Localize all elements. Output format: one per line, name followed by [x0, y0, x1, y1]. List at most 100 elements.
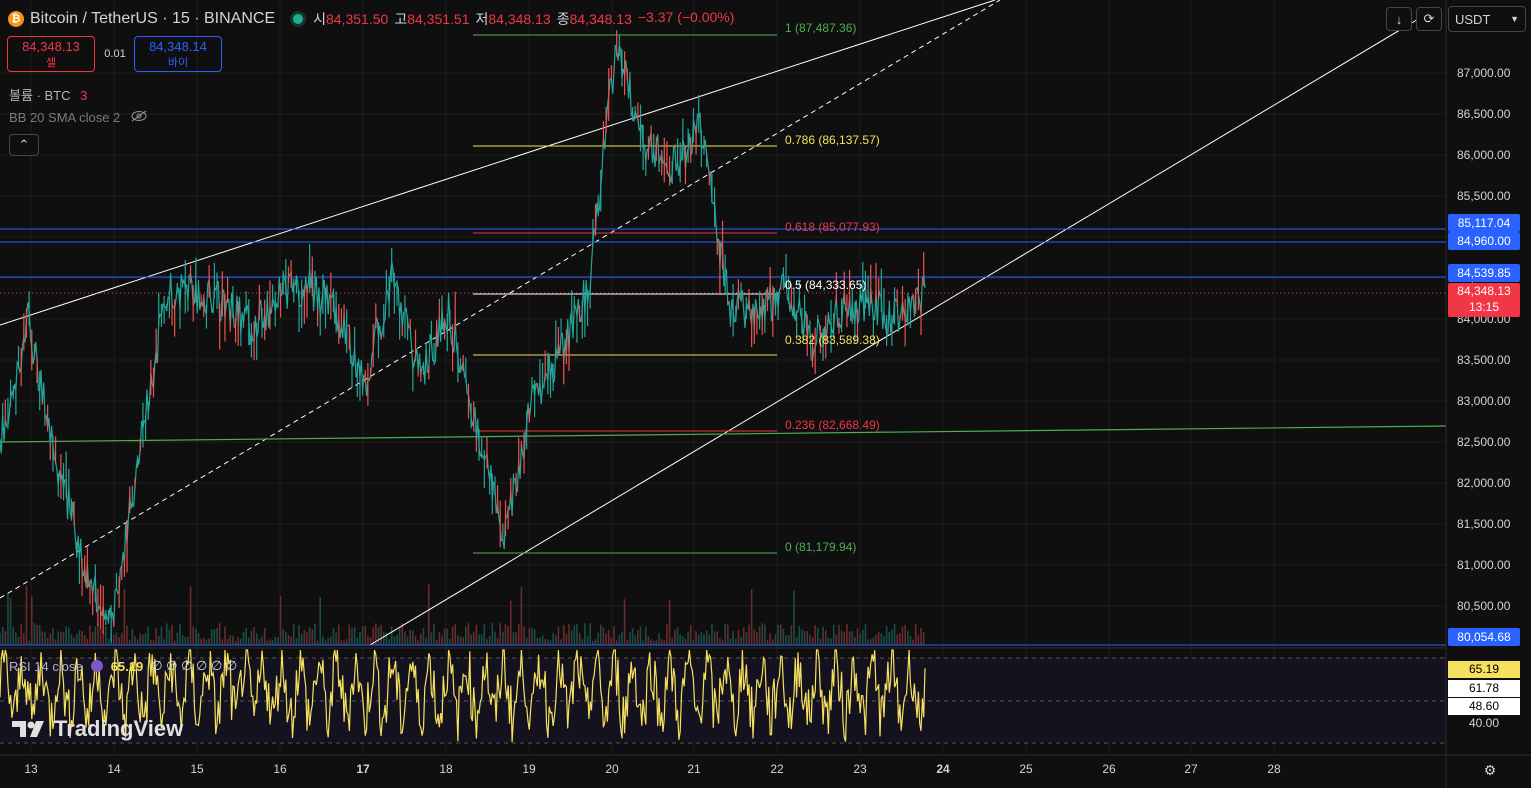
- collapse-indicators-button[interactable]: ⌃: [9, 134, 39, 156]
- volume-bar: [848, 631, 851, 645]
- currency-select[interactable]: USDT ▼: [1448, 6, 1526, 32]
- volume-bar: [335, 632, 337, 645]
- volume-bar: [454, 624, 457, 645]
- sell-button[interactable]: 84,348.13 셀: [7, 36, 95, 72]
- volume-bar: [483, 624, 486, 645]
- volume-bar: [409, 630, 412, 645]
- volume-bar: [128, 639, 131, 645]
- rsi-indicator-label[interactable]: RSI 14 close 65.19 ∅ ∅ ∅ ∅ ∅ ∅: [9, 658, 237, 674]
- eye-hidden-icon[interactable]: [130, 110, 148, 125]
- volume-bar: [163, 639, 165, 645]
- volume-bar: [83, 635, 86, 645]
- volume-bar: [465, 626, 467, 645]
- volume-bar: [367, 635, 369, 645]
- volume-label: 볼륨 · BTC: [9, 88, 71, 103]
- volume-bar: [324, 640, 327, 645]
- volume-bar: [187, 636, 189, 645]
- buy-price: 84,348.14: [149, 39, 207, 54]
- arrow-down-icon: ↓: [1395, 11, 1403, 27]
- bb-indicator-label[interactable]: BB 20 SMA close 2: [9, 110, 148, 125]
- volume-bar: [139, 633, 142, 645]
- volume-bar: [740, 636, 742, 645]
- ohlc-key: 종: [556, 11, 570, 27]
- volume-bar: [806, 631, 809, 645]
- volume-bar: [552, 632, 554, 645]
- spread-value: 0.01: [104, 48, 126, 60]
- volume-bar: [814, 625, 816, 645]
- volume-bar: [229, 635, 232, 645]
- volume-bar: [811, 637, 814, 645]
- volume-bar: [562, 625, 565, 645]
- volume-bar: [779, 624, 782, 645]
- volume-bar: [417, 640, 419, 645]
- moving-average-line: [0, 425, 1447, 443]
- rsi-tick-label: 65.19: [1448, 661, 1520, 678]
- volume-bar: [838, 624, 840, 645]
- volume-bar: [240, 638, 242, 645]
- volume-count: 3: [80, 88, 88, 103]
- rsi-series: [0, 649, 926, 743]
- volume-bar: [703, 633, 705, 645]
- volume-bar: [311, 629, 314, 645]
- price-tag: 84,960.00: [1448, 232, 1520, 250]
- price-tick-label: 82,000.00: [1457, 476, 1511, 490]
- volume-bar: [904, 624, 906, 645]
- ohlc-item: −3.37 (−0.00%): [638, 9, 737, 29]
- volume-bar: [81, 630, 83, 645]
- volume-bar: [385, 632, 388, 645]
- price-tick-label: 80,500.00: [1457, 599, 1511, 613]
- volume-bar: [499, 623, 502, 645]
- volume-bar: [491, 623, 494, 645]
- volume-bar: [520, 587, 523, 645]
- buy-button[interactable]: 84,348.14 바이: [134, 36, 222, 72]
- volume-bar: [721, 639, 724, 645]
- price-tick-label: 86,000.00: [1457, 148, 1511, 162]
- volume-bar: [266, 640, 269, 645]
- volume-bar: [692, 639, 695, 645]
- volume-bar: [547, 639, 549, 645]
- volume-bar: [711, 623, 713, 645]
- volume-bar: [438, 632, 441, 645]
- volume-bar: [594, 639, 597, 645]
- volume-bar: [457, 635, 459, 645]
- channel-upper-line: [0, 0, 996, 326]
- refresh-button[interactable]: ⟳: [1416, 7, 1442, 31]
- volume-bar: [28, 640, 30, 645]
- volume-bar: [290, 636, 292, 645]
- price-tick-label: 85,500.00: [1457, 189, 1511, 203]
- volume-bar: [629, 632, 631, 645]
- fib-level-label: 0.618 (85,077.93): [785, 220, 880, 234]
- volume-bar: [803, 630, 806, 645]
- rsi-value: 65.19: [110, 658, 144, 674]
- volume-bar: [459, 636, 462, 645]
- volume-bar: [375, 623, 377, 645]
- volume-bar: [68, 627, 70, 645]
- volume-bar: [695, 631, 697, 645]
- volume-bar: [361, 626, 364, 645]
- volume-bar: [451, 626, 454, 645]
- volume-indicator-label[interactable]: 볼륨 · BTC 3: [9, 85, 87, 104]
- volume-bar: [173, 640, 176, 645]
- volume-bar: [382, 631, 385, 645]
- volume-bar: [528, 628, 531, 645]
- volume-bar: [147, 626, 150, 645]
- volume-bar: [15, 632, 17, 645]
- volume-bar: [824, 630, 827, 645]
- price-tick-label: 86,500.00: [1457, 107, 1511, 121]
- price-tick-label: 83,500.00: [1457, 353, 1511, 367]
- volume-bar: [745, 631, 748, 645]
- symbol-title[interactable]: Bitcoin / TetherUS · 15 · BINANCE: [30, 10, 276, 27]
- volume-bar: [179, 623, 181, 645]
- ohlc-item: 종84,348.13: [557, 9, 634, 29]
- volume-bar: [287, 635, 290, 645]
- volume-bar: [764, 624, 766, 645]
- volume-bar: [727, 624, 729, 645]
- volume-bar: [9, 597, 12, 645]
- download-button[interactable]: ↓: [1386, 7, 1412, 31]
- volume-bar: [769, 633, 771, 645]
- volume-bar: [668, 599, 671, 645]
- volume-bar: [245, 627, 247, 645]
- symbol-header[interactable]: ₿ Bitcoin / TetherUS · 15 · BINANCE 시84,…: [8, 8, 736, 30]
- settings-button[interactable]: ⚙: [1480, 760, 1500, 780]
